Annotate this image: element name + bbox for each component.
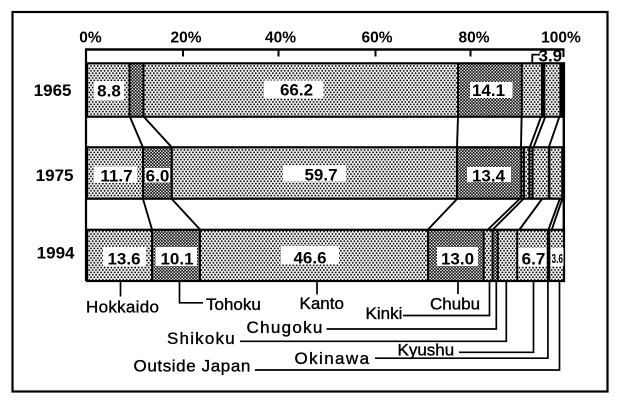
- svg-text:0%: 0%: [79, 30, 102, 47]
- svg-text:14.1: 14.1: [472, 81, 505, 100]
- svg-text:13.6: 13.6: [107, 250, 140, 269]
- svg-text:6.7: 6.7: [522, 250, 546, 269]
- svg-text:20%: 20%: [170, 30, 201, 47]
- svg-text:11.7: 11.7: [100, 167, 132, 186]
- svg-text:13.0: 13.0: [441, 250, 474, 269]
- svg-text:3.6: 3.6: [552, 251, 564, 266]
- svg-text:Chubu: Chubu: [430, 295, 480, 314]
- svg-text:3.9: 3.9: [539, 47, 563, 66]
- svg-text:Kyushu: Kyushu: [398, 341, 455, 360]
- svg-text:Outside Japan: Outside Japan: [134, 357, 251, 376]
- svg-text:8.8: 8.8: [97, 82, 121, 101]
- svg-text:Kanto: Kanto: [300, 294, 344, 313]
- svg-text:Hokkaido: Hokkaido: [86, 298, 159, 317]
- svg-text:59.7: 59.7: [304, 166, 337, 185]
- svg-text:Shikoku: Shikoku: [167, 329, 236, 348]
- svg-text:10.1: 10.1: [160, 250, 193, 269]
- svg-text:6.0: 6.0: [146, 167, 170, 186]
- svg-text:1975: 1975: [36, 166, 74, 185]
- svg-text:13.4: 13.4: [472, 167, 506, 186]
- svg-text:1994: 1994: [37, 244, 75, 263]
- svg-text:40%: 40%: [265, 30, 296, 47]
- svg-text:Kinki: Kinki: [366, 304, 403, 323]
- svg-text:60%: 60%: [361, 30, 392, 47]
- svg-text:Tohoku: Tohoku: [206, 295, 261, 314]
- svg-text:Chugoku: Chugoku: [247, 318, 324, 337]
- svg-text:66.2: 66.2: [280, 81, 313, 100]
- svg-text:100%: 100%: [541, 30, 581, 47]
- svg-text:Okinawa: Okinawa: [295, 349, 371, 368]
- svg-text:80%: 80%: [458, 30, 489, 47]
- svg-text:1965: 1965: [34, 81, 72, 100]
- svg-text:46.6: 46.6: [293, 249, 326, 268]
